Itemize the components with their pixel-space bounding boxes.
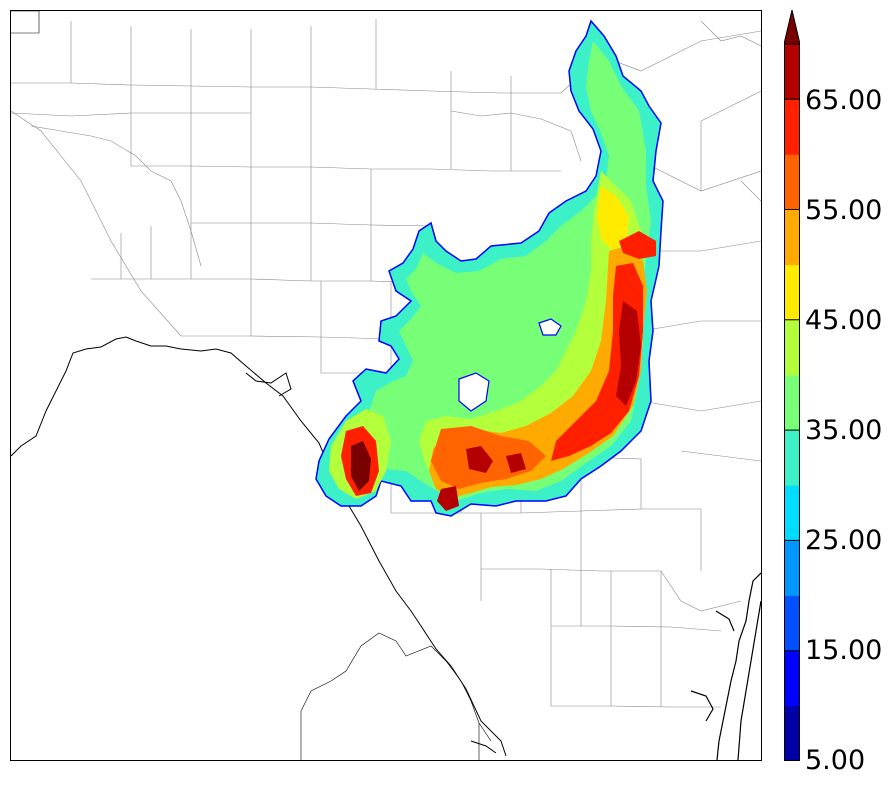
- field-ne-cell: [619, 231, 656, 259]
- field-north-yellow: [597, 186, 629, 251]
- colorbar-label-45: 45.00: [805, 305, 883, 336]
- colorbar-label-55: 55.00: [805, 195, 883, 226]
- colorbar-band: [784, 319, 800, 376]
- colorbar-band: [784, 264, 800, 321]
- colorbar-band: [784, 154, 800, 210]
- colorbar-band: [784, 650, 800, 707]
- field-south-cores: [437, 446, 526, 511]
- field-west-cell-max: [351, 441, 371, 491]
- field-hole-1: [458, 372, 490, 412]
- field-east-band-60: [551, 263, 643, 461]
- colorbar-band: [784, 209, 800, 266]
- colorbar-band: [784, 99, 800, 155]
- colorbar-band: [784, 374, 800, 431]
- colorbar-extend-triangle: [784, 10, 800, 45]
- field-east-core: [616, 301, 641, 406]
- colorbar-band: [784, 540, 800, 597]
- colorbar-label-65: 65.00: [805, 85, 883, 116]
- colorbar-label-25: 25.00: [805, 525, 883, 556]
- colorbar-label-15: 15.00: [805, 635, 883, 666]
- colorbar-label-35: 35.00: [805, 415, 883, 446]
- national-border: [11, 336, 507, 757]
- mexico-outline: [11, 11, 492, 760]
- field-hole-2: [538, 318, 562, 336]
- colorbar-band: [784, 705, 800, 761]
- colorbar-band: [784, 430, 800, 486]
- map-panel: [10, 10, 762, 761]
- colorbar: [784, 10, 800, 761]
- coastline: [690, 572, 761, 760]
- reflectivity-field: [315, 19, 664, 517]
- map-canvas: [11, 11, 761, 760]
- county-lines: [11, 19, 761, 708]
- colorbar-band: [784, 44, 800, 100]
- colorbar-band: [784, 485, 800, 541]
- colorbar-label-5: 5.00: [805, 745, 866, 776]
- colorbar-band: [784, 595, 800, 652]
- river-lines: [30, 20, 761, 612]
